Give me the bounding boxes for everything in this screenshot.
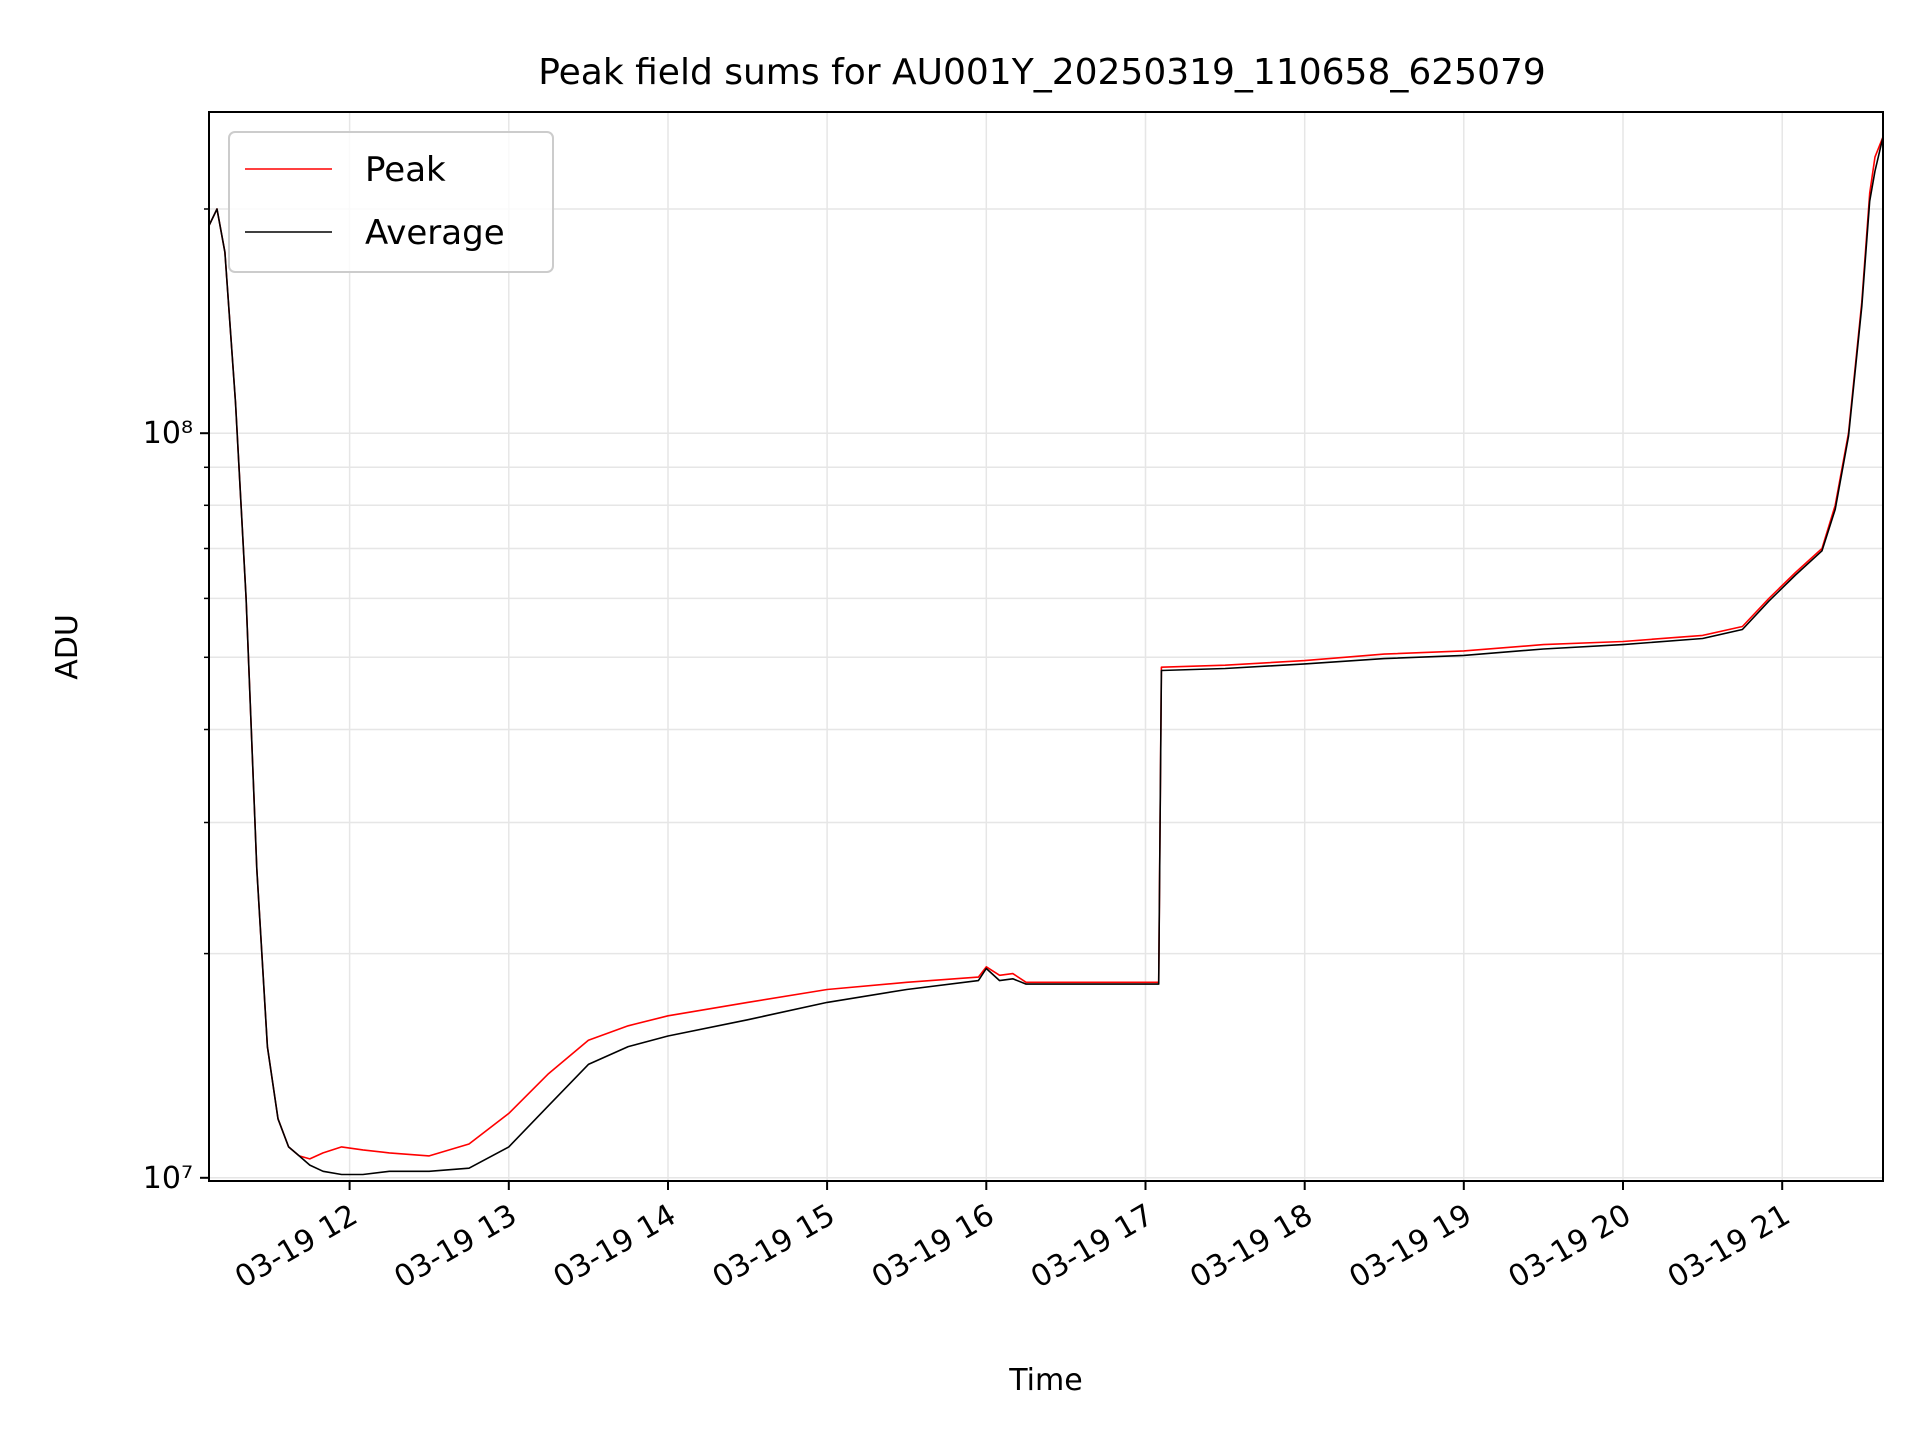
series-line-average xyxy=(208,136,1884,1176)
y-tick-label: 10⁷ xyxy=(143,1161,193,1196)
x-axis-label: Time xyxy=(1008,1363,1082,1398)
plot-frame xyxy=(208,111,1884,1182)
y-axis-label: ADU xyxy=(50,614,85,680)
chart-title: Peak field sums for AU001Y_20250319_1106… xyxy=(538,52,1546,93)
y-tick-label: 10⁸ xyxy=(143,416,193,451)
legend-label-average: Average xyxy=(365,213,505,253)
legend-frame xyxy=(228,131,554,273)
plot-area xyxy=(208,136,1884,1176)
legend: Peak Average xyxy=(228,131,554,273)
y-axis: 10⁷ 10⁸ xyxy=(143,208,209,1196)
legend-label-peak: Peak xyxy=(365,150,446,190)
grid xyxy=(209,112,1883,1181)
